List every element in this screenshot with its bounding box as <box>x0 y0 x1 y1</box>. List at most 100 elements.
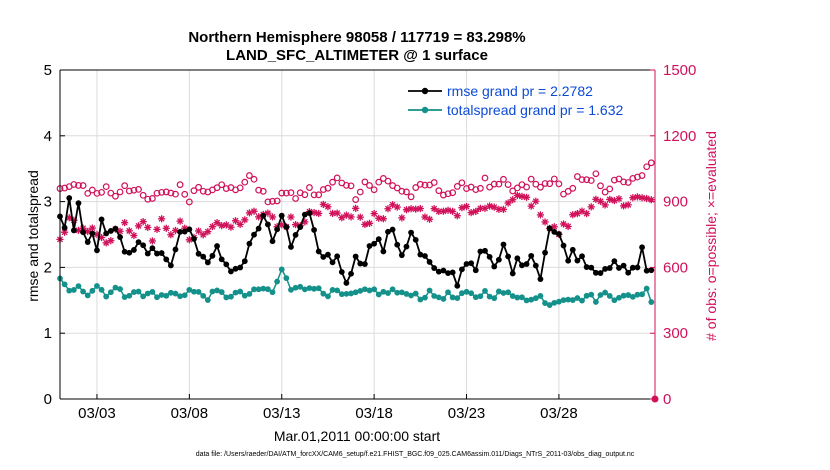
evaluated-point <box>462 202 471 211</box>
rmse-point <box>167 262 174 269</box>
totalspread-point <box>643 285 650 292</box>
totalspread-point <box>264 286 271 293</box>
possible-point <box>199 187 207 195</box>
evaluated-point <box>268 213 277 221</box>
totalspread-point <box>477 293 484 300</box>
possible-point <box>643 163 651 171</box>
totalspread-point <box>172 290 179 297</box>
totalspread-point <box>357 287 364 294</box>
evaluated-point <box>370 210 378 218</box>
rmse-point <box>352 253 359 260</box>
totalspread-point <box>408 292 414 299</box>
rmse-point <box>255 225 262 232</box>
evaluated-point <box>107 237 115 245</box>
evaluated-point <box>416 204 424 213</box>
totalspread-point <box>274 278 281 285</box>
rmse-point <box>417 251 424 258</box>
totalspread-point <box>297 283 304 290</box>
totalspread-point <box>648 299 655 305</box>
totalspread-point <box>269 289 276 296</box>
rmse-point <box>583 264 590 270</box>
y-tick-label-left: 5 <box>44 62 52 79</box>
totalspread-point <box>394 289 401 296</box>
totalspread-point <box>412 290 419 297</box>
rmse-point <box>195 250 202 257</box>
rmse-point <box>260 212 267 219</box>
y-tick-label-right: 600 <box>663 259 688 276</box>
possible-point <box>620 178 627 186</box>
evaluated-point <box>615 195 623 203</box>
totalspread-point <box>565 296 572 303</box>
rmse-point <box>103 230 110 237</box>
rmse-point <box>315 248 322 255</box>
rmse-point <box>214 243 220 249</box>
possible-point <box>407 193 415 201</box>
possible-point <box>601 188 609 196</box>
possible-point <box>440 191 447 199</box>
evaluated-point <box>176 217 184 225</box>
possible-point <box>615 175 623 183</box>
possible-point <box>587 177 595 184</box>
evaluated-point <box>536 211 545 219</box>
evaluated-point <box>601 201 609 209</box>
totalspread-point <box>209 288 216 295</box>
evaluated-point <box>596 197 605 205</box>
possible-point <box>343 181 350 189</box>
rmse-point <box>311 227 317 233</box>
evaluated-point <box>162 224 170 232</box>
possible-point <box>185 198 193 206</box>
possible-point <box>546 180 554 188</box>
possible-point <box>361 178 369 186</box>
totalspread-point <box>542 300 548 306</box>
y-tick-label-right: 300 <box>663 325 688 342</box>
rmse-point <box>519 262 525 269</box>
possible-point <box>412 184 420 191</box>
possible-point <box>70 181 78 188</box>
totalspread-point <box>417 296 424 303</box>
rmse-point <box>288 243 294 250</box>
evaluated-point <box>527 202 535 210</box>
totalspread-point <box>556 298 562 305</box>
possible-point <box>509 187 517 195</box>
rmse-point <box>200 253 207 260</box>
chart-title-line2: LAND_SFC_ALTIMETER @ 1 surface <box>226 47 488 64</box>
evaluated-point <box>130 231 138 240</box>
totalspread-point <box>325 293 331 300</box>
totalspread-point <box>385 290 391 296</box>
rmse-point <box>325 251 331 258</box>
totalspread-point <box>283 275 290 282</box>
y-tick-label-left: 0 <box>44 391 52 408</box>
totalspread-point <box>528 296 535 303</box>
evaluated-point <box>564 222 572 231</box>
rmse-point <box>385 228 391 235</box>
possible-point <box>84 190 92 197</box>
totalspread-point <box>181 292 188 299</box>
totalspread-point <box>505 289 511 296</box>
totalspread-point <box>315 285 322 292</box>
evaluated-point <box>227 223 235 231</box>
possible-point <box>403 188 410 196</box>
totalspread-point <box>482 288 488 294</box>
evaluated-point <box>476 204 484 212</box>
evaluated-point <box>398 214 406 222</box>
possible-point <box>476 184 484 192</box>
rmse-point <box>459 266 465 273</box>
x-tick-label: 03/28 <box>540 405 578 422</box>
evaluated-point <box>504 199 512 207</box>
totalspread-point <box>500 290 507 296</box>
totalspread-point <box>611 297 618 304</box>
rmse-point <box>629 264 636 271</box>
totalspread-point <box>459 290 465 297</box>
rmse-point <box>597 270 604 276</box>
rmse-point <box>574 257 581 264</box>
evaluated-point <box>583 209 591 218</box>
totalspread-point <box>495 288 502 295</box>
totalspread-point <box>158 292 165 298</box>
evaluated-point <box>324 203 332 211</box>
possible-point <box>435 187 443 195</box>
totalspread-point <box>389 286 396 293</box>
totalspread-point <box>241 292 248 299</box>
rmse-point <box>408 229 414 236</box>
evaluated-point <box>425 215 434 223</box>
evaluated-point <box>518 192 526 201</box>
